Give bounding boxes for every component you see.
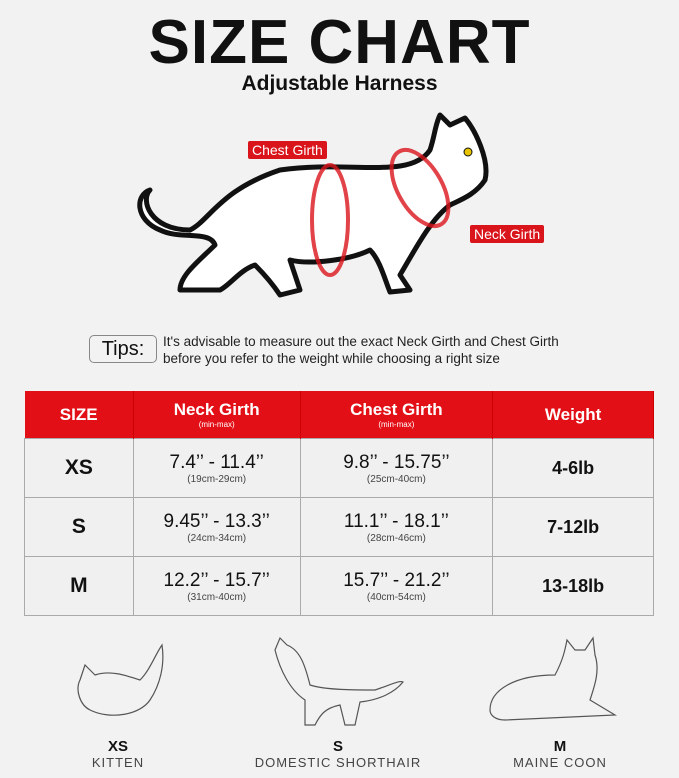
- header-size: SIZE: [24, 391, 134, 439]
- tips-line-1: It's advisable to measure out the exact …: [163, 334, 559, 349]
- table-row: S 9.45’’ - 13.3’’ (24cm-34cm) 11.1’’ - 18…: [24, 497, 654, 557]
- eye-icon: [463, 147, 473, 157]
- weight-cell: 7-12lb: [492, 497, 654, 557]
- breed-maine-coon: M MAINE COON: [513, 738, 607, 770]
- tips-line-2: before you refer to the weight while cho…: [163, 351, 500, 366]
- chest-girth-loop: [310, 163, 350, 277]
- neck-cell: 12.2’’ - 15.7’’ (31cm-40cm): [132, 556, 301, 616]
- table-header-row: SIZE Neck Girth (min-max) Chest Girth (min…: [24, 391, 654, 439]
- page-subtitle: Adjustable Harness: [241, 72, 438, 95]
- header-weight: Weight: [492, 391, 654, 439]
- breed-kitten: XS KITTEN: [91, 738, 145, 770]
- breed-shorthair: S DOMESTIC SHORTHAIR: [254, 738, 422, 770]
- tips-text: It's advisable to measure out the exact …: [163, 333, 559, 367]
- neck-cell: 9.45’’ - 13.3’’ (24cm-34cm): [132, 497, 301, 557]
- table-row: XS 7.4’’ - 11.4’’ (19cm-29cm) 9.8’’ - 15.…: [24, 438, 654, 498]
- page-title: SIZE CHART: [148, 8, 531, 77]
- size-cell: S: [24, 497, 134, 557]
- cat-measurement-illustration: [137, 112, 489, 298]
- neck-cell: 7.4’’ - 11.4’’ (19cm-29cm): [132, 438, 301, 498]
- size-cell: XS: [24, 438, 134, 498]
- chest-cell: 11.1’’ - 18.1’’ (28cm-46cm): [299, 497, 494, 557]
- header-chest: Chest Girth (min-max): [300, 391, 494, 439]
- size-cell: M: [24, 556, 134, 616]
- table-row: M 12.2’’ - 15.7’’ (31cm-40cm) 15.7’’ - 21…: [24, 556, 654, 616]
- tips-badge: Tips:: [89, 335, 157, 363]
- maine-coon-icon: [489, 636, 618, 721]
- header-neck: Neck Girth (min-max): [133, 391, 301, 439]
- kitten-icon: [77, 643, 164, 716]
- chest-cell: 15.7’’ - 21.2’’ (40cm-54cm): [299, 556, 494, 616]
- shorthair-cat-icon: [274, 636, 404, 726]
- neck-girth-label: Neck Girth: [470, 225, 545, 243]
- weight-cell: 13-18lb: [492, 556, 654, 616]
- chest-cell: 9.8’’ - 15.75’’ (25cm-40cm): [299, 438, 494, 498]
- weight-cell: 4-6lb: [492, 438, 654, 498]
- neck-girth-loop: [389, 148, 451, 229]
- size-table: SIZE Neck Girth (min-max) Chest Girth (min…: [24, 391, 654, 616]
- chest-girth-label: Chest Girth: [248, 141, 327, 159]
